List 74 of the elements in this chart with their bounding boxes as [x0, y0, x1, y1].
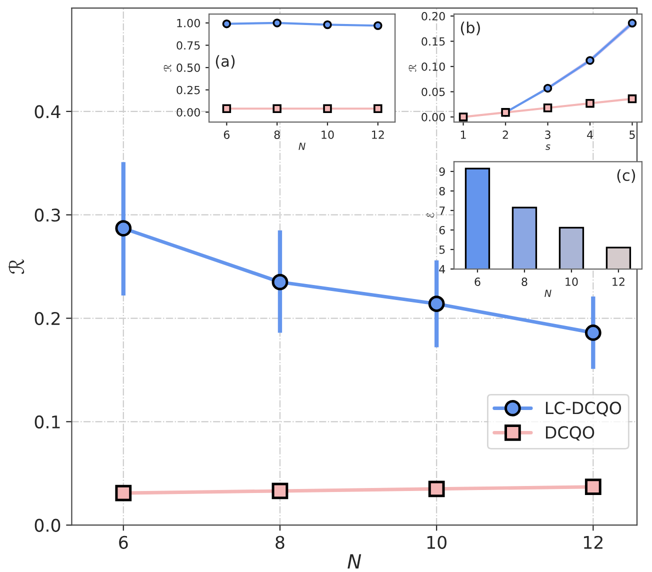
point	[458, 112, 468, 122]
x-tick-label: 1	[460, 130, 466, 139]
x-axis-title: N	[348, 554, 362, 568]
x-tick-label: 6	[119, 536, 128, 549]
point	[374, 21, 382, 30]
y-tick-label: 0.10	[422, 62, 445, 71]
point	[323, 104, 332, 113]
point	[323, 20, 332, 30]
point	[222, 19, 232, 28]
x-axis-title: s	[546, 144, 550, 150]
x-tick-label: 10	[566, 278, 578, 286]
point	[584, 478, 602, 496]
y-axis-title: ℛ	[164, 64, 172, 72]
x-tick-label: 8	[522, 278, 528, 286]
x-tick-label: 10	[427, 536, 446, 549]
y-tick-label: 1.00	[177, 18, 200, 28]
y-tick-label: 0.00	[176, 108, 200, 117]
y-tick-label: 8	[439, 186, 445, 196]
y-axis-title: ℰ	[426, 212, 434, 218]
annotation: (c)	[617, 169, 636, 183]
y-tick-label: 6	[439, 226, 445, 234]
x-tick-label: 2	[502, 130, 508, 139]
point	[428, 480, 445, 498]
y-tick-label: 0.0	[34, 518, 60, 532]
point	[374, 104, 382, 113]
x-axis-title: N	[298, 142, 306, 150]
x-tick-label: 5	[630, 130, 635, 139]
y-tick-label: 0.4	[34, 105, 60, 118]
point	[543, 84, 552, 93]
x-tick-label: 4	[587, 130, 593, 139]
x-tick-label: 8	[276, 536, 284, 549]
point	[628, 18, 637, 28]
point	[586, 56, 594, 65]
x-tick-label: 3	[545, 130, 550, 139]
legend-label: LC-DCQO	[546, 402, 622, 416]
x-tick-label: 6	[224, 130, 230, 139]
y-axis-title: ℛ	[408, 64, 416, 72]
y-tick-label: 0.1	[34, 415, 60, 429]
point	[115, 484, 132, 502]
point	[628, 94, 637, 104]
point	[272, 104, 282, 113]
y-tick-label: 9	[439, 167, 445, 176]
y-tick-label: 0.20	[422, 12, 445, 20]
y-tick-label: 0.05	[422, 88, 445, 96]
point	[428, 296, 445, 312]
legend-label: DCQO	[546, 426, 594, 441]
annotation: (a)	[216, 55, 235, 69]
y-tick-label: 0.25	[176, 86, 200, 94]
x-tick-label: 6	[474, 278, 480, 286]
y-axis-title: ℛ	[8, 259, 24, 274]
y-tick-label: 0.3	[34, 208, 60, 222]
x-tick-label: 10	[322, 130, 334, 139]
point	[272, 18, 282, 28]
y-tick-label: 5	[439, 246, 445, 254]
point	[115, 220, 132, 236]
point	[584, 324, 602, 341]
y-tick-label: 0.2	[34, 312, 60, 326]
x-tick-label: 12	[612, 278, 624, 286]
y-tick-label: 7	[439, 206, 445, 215]
point	[272, 482, 288, 500]
x-tick-label: 12	[372, 130, 384, 139]
y-tick-label: 0.15	[422, 37, 445, 46]
y-tick-label: 0.00	[422, 112, 445, 122]
point	[272, 274, 288, 290]
annotation: (b)	[460, 22, 480, 36]
x-tick-label: 8	[274, 130, 280, 139]
x-tick-label: 12	[584, 536, 602, 549]
point	[222, 104, 232, 113]
y-tick-label: 4	[439, 265, 446, 274]
y-tick-label: 0.50	[176, 64, 200, 72]
point	[586, 98, 594, 108]
x-axis-title: N	[544, 290, 552, 297]
y-tick-label: 0.75	[176, 41, 200, 50]
point	[543, 104, 552, 112]
